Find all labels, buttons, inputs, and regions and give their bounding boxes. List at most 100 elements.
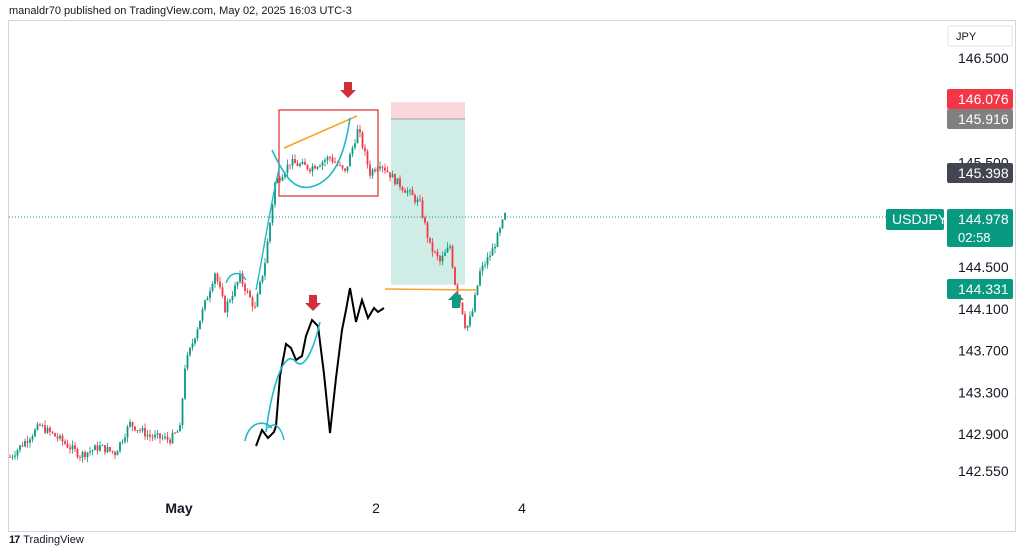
wedge-trendline[interactable] <box>283 115 358 149</box>
candle-body <box>504 212 506 220</box>
candle-body <box>261 275 264 283</box>
candle-body <box>136 430 139 431</box>
footer-brand-label: TradingView <box>23 534 84 546</box>
candle-body <box>66 443 69 448</box>
candle-body <box>109 447 111 451</box>
candle-body <box>171 432 174 444</box>
candle-body <box>74 445 76 450</box>
candle-body <box>91 450 94 452</box>
candle-body <box>11 456 14 458</box>
candle-body <box>201 309 204 321</box>
candle-body <box>151 436 154 438</box>
candle-body <box>346 166 349 171</box>
candle-body <box>84 452 86 458</box>
candle-body <box>144 428 146 437</box>
candle-body <box>71 445 74 450</box>
candle-body <box>436 251 439 257</box>
candle-body <box>441 255 444 262</box>
candle-body <box>204 300 206 310</box>
x-tick-label: 2 <box>372 500 380 516</box>
candle-body <box>166 436 169 440</box>
candle-body <box>121 441 124 443</box>
candle-body <box>349 154 351 167</box>
candle-body <box>184 368 186 399</box>
candle-body <box>306 164 309 170</box>
candle-body <box>241 273 244 285</box>
candle-body <box>466 325 469 328</box>
x-tick-label: May <box>165 500 192 516</box>
candle-body <box>99 445 101 451</box>
candle-body <box>111 450 114 453</box>
candle-body <box>44 425 46 433</box>
sketch-rally-curve[interactable] <box>265 321 321 433</box>
candle-body <box>259 282 261 295</box>
candle-body <box>96 445 99 451</box>
breakout-line[interactable] <box>384 288 477 291</box>
candle-body <box>56 436 59 439</box>
candle-body <box>344 168 346 171</box>
candle-body <box>316 166 319 169</box>
small-arc-pattern[interactable] <box>225 272 247 284</box>
symbol-badge[interactable]: USDJPY <box>886 209 948 230</box>
candle-body <box>191 343 194 348</box>
candle-body <box>356 129 359 144</box>
candle-body <box>351 147 354 155</box>
candle-body <box>404 190 406 193</box>
price-tag-stop-label: 146.076 <box>958 91 1009 107</box>
candle-body <box>206 298 209 301</box>
candle-body <box>229 300 231 302</box>
candle-body <box>461 302 464 315</box>
candle-body <box>451 246 454 268</box>
stop-loss-zone[interactable] <box>391 102 465 120</box>
candle-body <box>301 162 304 165</box>
candle-body <box>249 291 251 298</box>
rally-curve-upper[interactable] <box>255 164 281 291</box>
candle-body <box>371 169 374 176</box>
price-tag-target-label: 144.331 <box>958 281 1009 297</box>
candle-body <box>211 284 214 292</box>
price-tag-last[interactable]: 144.978 02:58 <box>947 209 1013 247</box>
candle-body <box>61 435 64 442</box>
candle-body <box>256 294 259 307</box>
candle-body <box>224 295 226 313</box>
candle-body <box>76 449 79 458</box>
take-profit-zone[interactable] <box>391 119 465 285</box>
sketch-small-arc[interactable] <box>267 424 285 441</box>
candle-body <box>499 228 501 233</box>
candle-body <box>296 163 299 167</box>
candle-body <box>264 263 266 276</box>
footer-brand[interactable]: 17 TradingView <box>9 533 84 547</box>
candle-body <box>59 435 61 439</box>
price-tag-entry[interactable]: 145.916 <box>947 109 1013 129</box>
candle-body <box>114 452 116 456</box>
candle-body <box>26 441 29 443</box>
sketch-price-path[interactable] <box>255 287 385 447</box>
candle-body <box>129 421 131 427</box>
candle-body <box>279 178 281 181</box>
price-tag-level[interactable]: 145.398 <box>947 163 1013 183</box>
candle-body <box>179 425 181 432</box>
candle-body <box>146 434 149 437</box>
candle-body <box>429 237 431 243</box>
candle-body <box>226 301 229 313</box>
candle-body <box>81 452 84 458</box>
candle-body <box>106 447 109 453</box>
candle-body <box>209 291 211 299</box>
price-tag-target[interactable]: 144.331 <box>947 279 1013 299</box>
cup-curve[interactable] <box>271 117 351 189</box>
candle-body <box>269 222 271 242</box>
candle-body <box>46 427 49 433</box>
price-tag-stop[interactable]: 146.076 <box>947 89 1013 109</box>
candle-body <box>199 320 201 330</box>
candle-body <box>219 281 221 288</box>
candle-body <box>401 187 404 191</box>
y-tick-label: 144.500 <box>958 259 1009 275</box>
candle-body <box>476 285 479 295</box>
candle-body <box>496 232 499 247</box>
candle-body <box>154 434 156 438</box>
candle-body <box>314 166 316 169</box>
pattern-box[interactable] <box>278 109 379 197</box>
candle-body <box>49 427 51 432</box>
candle-body <box>104 445 106 453</box>
